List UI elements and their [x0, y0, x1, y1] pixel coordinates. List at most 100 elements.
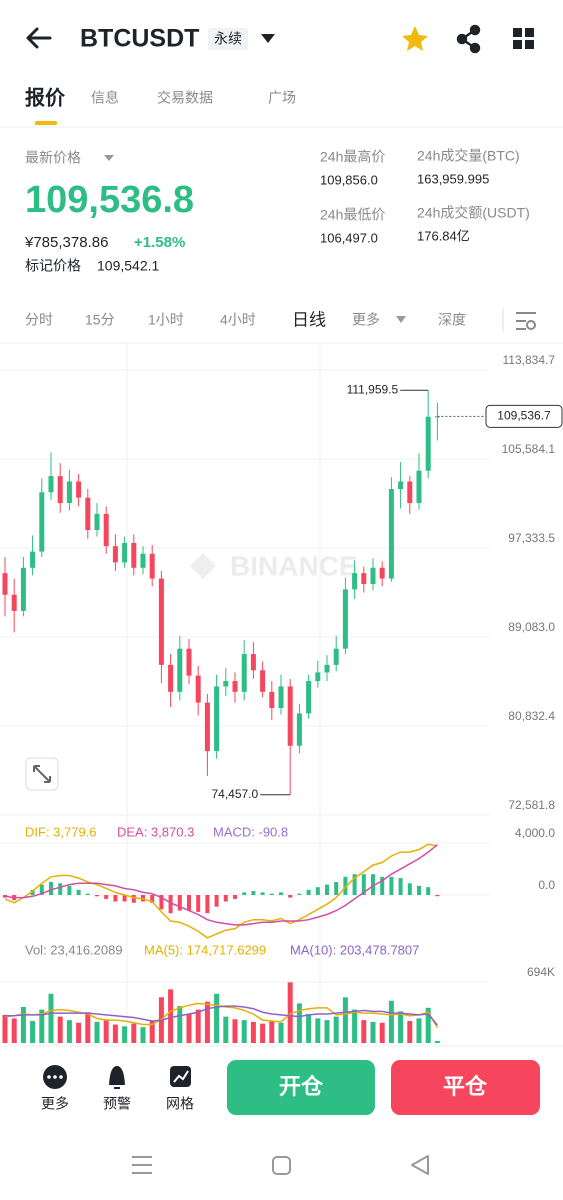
macd-bar	[380, 876, 385, 895]
volume-bar	[398, 1011, 404, 1043]
last-price: 109,536.8	[25, 179, 194, 221]
volume-bar	[149, 1021, 155, 1043]
y-tick-label: 97,333.5	[508, 531, 555, 545]
share-button[interactable]	[456, 24, 481, 54]
tab[interactable]: 信息	[91, 90, 119, 106]
candle-body	[287, 686, 293, 746]
stat-label: 24h最高价	[320, 149, 385, 165]
candle-body	[269, 691, 275, 709]
volume-bar	[122, 1026, 128, 1043]
candle-body	[186, 648, 192, 676]
macd-bar	[251, 891, 256, 895]
expand-button[interactable]	[25, 757, 59, 791]
nav-back[interactable]	[411, 1155, 429, 1175]
watermark: BINANCE	[190, 550, 358, 581]
candle-body	[324, 664, 330, 673]
macd-bar	[205, 894, 210, 914]
interval[interactable]: 更多	[352, 312, 380, 328]
candle-body	[416, 470, 422, 504]
nav-home[interactable]	[272, 1156, 291, 1175]
volume-bar	[232, 1019, 238, 1043]
candle-body	[342, 589, 348, 649]
candle-body	[296, 713, 302, 746]
macd-bar	[325, 884, 329, 895]
symbol-dropdown[interactable]	[261, 34, 275, 43]
candle-body	[177, 648, 183, 692]
interval[interactable]: 1小时	[148, 312, 184, 328]
last-price-box	[485, 404, 563, 428]
action-label[interactable]: 更多	[41, 1096, 69, 1112]
volume-ma-line	[5, 1005, 438, 1026]
volume-bar	[140, 1027, 146, 1043]
candle-body	[361, 573, 367, 584]
candle-body	[66, 481, 72, 504]
macd-bar	[279, 892, 283, 895]
candle-body	[112, 546, 118, 563]
volume-bar	[2, 1014, 8, 1043]
interval[interactable]: 日线	[292, 310, 326, 329]
y-tick-label: 72,581.8	[508, 798, 555, 812]
dropdown[interactable]	[396, 316, 406, 323]
tab[interactable]: 广场	[268, 90, 296, 106]
volume-bar	[195, 1009, 201, 1043]
alert-icon[interactable]	[109, 1066, 125, 1089]
candle-body	[352, 573, 358, 590]
candle-body	[48, 476, 54, 493]
stat-label: 24h成交额(USDT)	[417, 205, 530, 221]
macd-bar	[30, 889, 35, 895]
macd-bar	[398, 878, 403, 895]
volume-bar	[416, 1018, 422, 1043]
candle-body	[57, 476, 63, 504]
interval[interactable]: 4小时	[220, 312, 256, 328]
macd-bar	[297, 893, 302, 895]
macd-bar	[159, 894, 164, 910]
y-tick-label: 105,584.1	[502, 442, 556, 456]
macd-bar	[168, 894, 173, 914]
candle-body	[232, 681, 238, 692]
y-tick-label: 694K	[527, 965, 555, 979]
stat-value: 176.84亿	[417, 228, 470, 243]
candle-body	[260, 670, 266, 692]
interval[interactable]: 分时	[25, 312, 53, 328]
badge: 永续	[214, 31, 242, 47]
symbol[interactable]: BTCUSDT	[80, 25, 199, 53]
volume-bar	[112, 1024, 118, 1043]
last-price-label: 109,536.7	[497, 409, 551, 423]
macd-bar	[76, 889, 81, 895]
legend-entry: DEA: 3,870.3	[117, 824, 194, 839]
volume-bar	[103, 1019, 109, 1043]
macd-bar	[352, 874, 357, 895]
close-button[interactable]	[391, 1060, 540, 1115]
candle-body	[168, 664, 174, 692]
action-label[interactable]: 网格	[166, 1096, 194, 1112]
nav-menu[interactable]	[132, 1156, 152, 1174]
candle-body	[250, 654, 256, 671]
back-button[interactable]	[26, 27, 52, 49]
interval[interactable]: 深度	[438, 312, 466, 328]
macd-bar	[214, 894, 219, 907]
candle-body	[94, 513, 100, 531]
volume-bar	[379, 1022, 385, 1043]
open-button[interactable]	[227, 1060, 375, 1115]
stat-label: 24h最低价	[320, 207, 385, 223]
action-label[interactable]: 预警	[103, 1096, 131, 1112]
chart-settings[interactable]	[516, 312, 536, 330]
menu-button[interactable]	[513, 28, 534, 49]
grid-icon[interactable]	[170, 1066, 191, 1087]
legend-entry: DIF: 3,779.6	[25, 824, 97, 839]
tab[interactable]: 交易数据	[157, 90, 213, 106]
close-label[interactable]: 平仓	[443, 1074, 488, 1099]
favorite-star[interactable]	[402, 26, 428, 51]
interval[interactable]: 15分	[85, 312, 115, 328]
dropdown[interactable]	[104, 155, 114, 161]
tab[interactable]: 报价	[25, 85, 66, 109]
volume-bar	[186, 1013, 192, 1043]
open-label[interactable]: 开仓	[279, 1074, 324, 1099]
candle-body	[103, 513, 109, 547]
last-price-label: 最新价格	[25, 150, 81, 166]
volume-bar	[11, 1018, 17, 1043]
more-icon[interactable]	[43, 1065, 67, 1089]
macd-bar	[85, 893, 90, 895]
macd-bar	[242, 892, 247, 895]
